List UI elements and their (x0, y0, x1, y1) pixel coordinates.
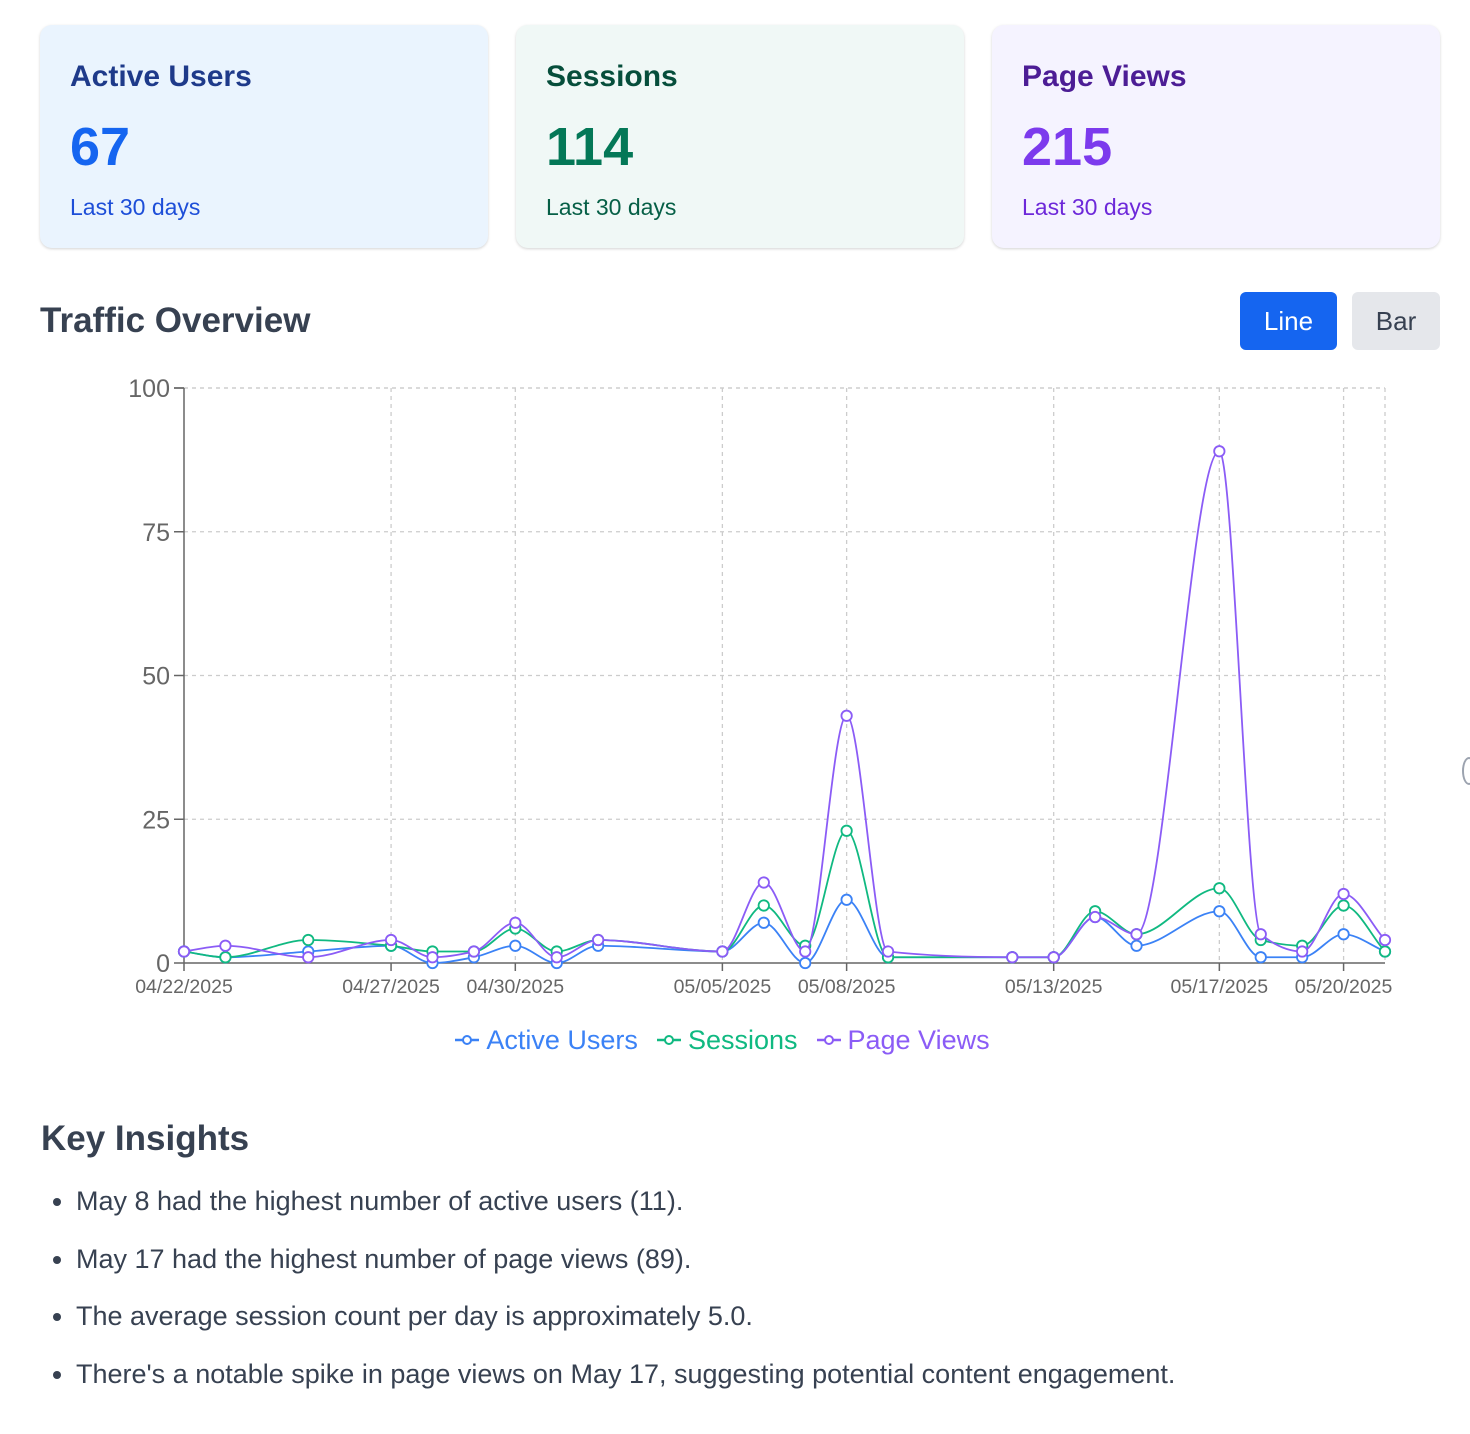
page-views-line (183, 450, 1386, 959)
page-views-point (716, 945, 729, 958)
page-views-point (757, 876, 770, 889)
x-tick-label: 04/22/2025 (135, 976, 233, 998)
page-views-point (1089, 910, 1102, 924)
page-views-point (1213, 445, 1226, 458)
page-views-point (592, 933, 605, 947)
card-subtitle: Last 30 days (546, 194, 677, 220)
page-views-series (177, 445, 1392, 964)
active-users-line (183, 898, 1386, 964)
x-tick-label: 05/20/2025 (1295, 976, 1393, 998)
section-title: Traffic Overview (40, 301, 311, 340)
page-views-point (509, 916, 522, 929)
page-views-point (840, 709, 853, 722)
card-value: 215 (1022, 117, 1113, 177)
page-views-point (302, 951, 315, 964)
legend-marker-dot (823, 1035, 834, 1045)
y-tick-label: 0 (156, 950, 170, 978)
page-views-point (1378, 933, 1392, 947)
sessions-card: Sessions 114 Last 30 days (516, 25, 964, 248)
page-views-point (1047, 951, 1060, 964)
page-views-point (384, 933, 398, 947)
sessions-point (302, 933, 315, 947)
page-views-point (1006, 951, 1019, 964)
page-views-point (1296, 945, 1309, 958)
page-views-point (1254, 928, 1267, 941)
x-tick-label: 04/30/2025 (467, 976, 565, 998)
insight-item: There's a notable spike in page views on… (76, 1358, 1175, 1391)
card-value: 67 (70, 117, 131, 177)
page-views-point (177, 945, 191, 958)
traffic-line-chart: 0 25 50 75 100 04/22/2025 04/27/2025 04/30/2025… (128, 375, 1393, 998)
card-subtitle: Last 30 days (70, 194, 201, 220)
legend-item-sessions[interactable]: Sessions (656, 1022, 798, 1058)
active-users-card: Active Users 67 Last 30 days (40, 25, 488, 248)
chart-legend: Active Users Sessions Page Views (0, 1022, 1444, 1058)
page-views-point (550, 951, 563, 964)
y-tick-label: 75 (142, 519, 170, 547)
stat-cards: Active Users 67 Last 30 days Sessions 11… (40, 25, 1440, 248)
legend-label: Page Views (847, 1025, 990, 1055)
legend-marker-dot (462, 1035, 473, 1045)
legend-line-marker-icon (816, 1035, 841, 1045)
card-value: 114 (546, 117, 634, 177)
page-views-point (799, 945, 812, 958)
active-users-point (1254, 951, 1267, 964)
traffic-chart: 0 25 50 75 100 04/22/2025 04/27/2025 04/30/2025… (0, 370, 1470, 1070)
sessions-point (1337, 899, 1350, 912)
active-users-series (177, 893, 1392, 970)
insight-item: The average session count per day is app… (76, 1300, 1175, 1333)
active-users-point (840, 893, 853, 906)
page-views-point (1130, 928, 1143, 941)
active-users-point (1337, 928, 1350, 941)
page-views-point (426, 951, 439, 964)
chart-type-toggle: Line Bar (1240, 292, 1440, 350)
page-views-point (219, 939, 232, 952)
page-views-card: Page Views 215 Last 30 days (992, 25, 1440, 248)
legend-label: Sessions (687, 1025, 798, 1055)
x-tick-label: 05/05/2025 (674, 976, 772, 998)
legend-line-marker-icon (656, 1035, 681, 1045)
sessions-point (840, 824, 853, 837)
insight-item: May 17 had the highest number of page vi… (76, 1243, 1175, 1276)
card-title: Active Users (70, 60, 252, 93)
legend-marker-dot (663, 1035, 674, 1045)
y-tick-label: 100 (128, 375, 170, 403)
line-chart-button[interactable]: Line (1240, 292, 1337, 350)
y-tick-label: 25 (142, 806, 170, 834)
sessions-point (757, 899, 770, 912)
sessions-point (1378, 945, 1392, 958)
legend-item-active-users[interactable]: Active Users (454, 1022, 638, 1058)
x-tick-label: 05/17/2025 (1171, 976, 1269, 998)
y-tick-label: 50 (142, 663, 170, 691)
legend-line-marker-icon (455, 1035, 480, 1045)
active-users-point (509, 939, 522, 952)
x-tick-label: 05/13/2025 (1005, 976, 1103, 998)
page-views-point (881, 945, 895, 958)
scroll-edge-indicator (1462, 757, 1470, 785)
active-users-point (757, 916, 770, 929)
insights-title: Key Insights (41, 1119, 250, 1158)
x-tick-label: 04/27/2025 (342, 976, 440, 998)
legend-label: Active Users (486, 1025, 638, 1055)
sessions-point (1213, 882, 1226, 895)
sessions-line (183, 829, 1386, 959)
legend-item-page-views[interactable]: Page Views (816, 1022, 990, 1058)
insight-item: May 8 had the highest number of active u… (76, 1185, 1175, 1218)
card-title: Page Views (1022, 60, 1187, 93)
bar-chart-button[interactable]: Bar (1352, 292, 1440, 350)
active-users-point (1213, 905, 1226, 918)
active-users-point (1130, 939, 1143, 952)
sessions-point (219, 951, 232, 964)
card-subtitle: Last 30 days (1022, 194, 1153, 220)
page-views-point (467, 945, 480, 958)
x-tick-label: 05/08/2025 (798, 976, 896, 998)
active-users-point (799, 956, 812, 970)
page-views-point (1337, 887, 1350, 901)
card-title: Sessions (546, 60, 678, 93)
insights-list: May 8 had the highest number of active u… (41, 1185, 1175, 1415)
